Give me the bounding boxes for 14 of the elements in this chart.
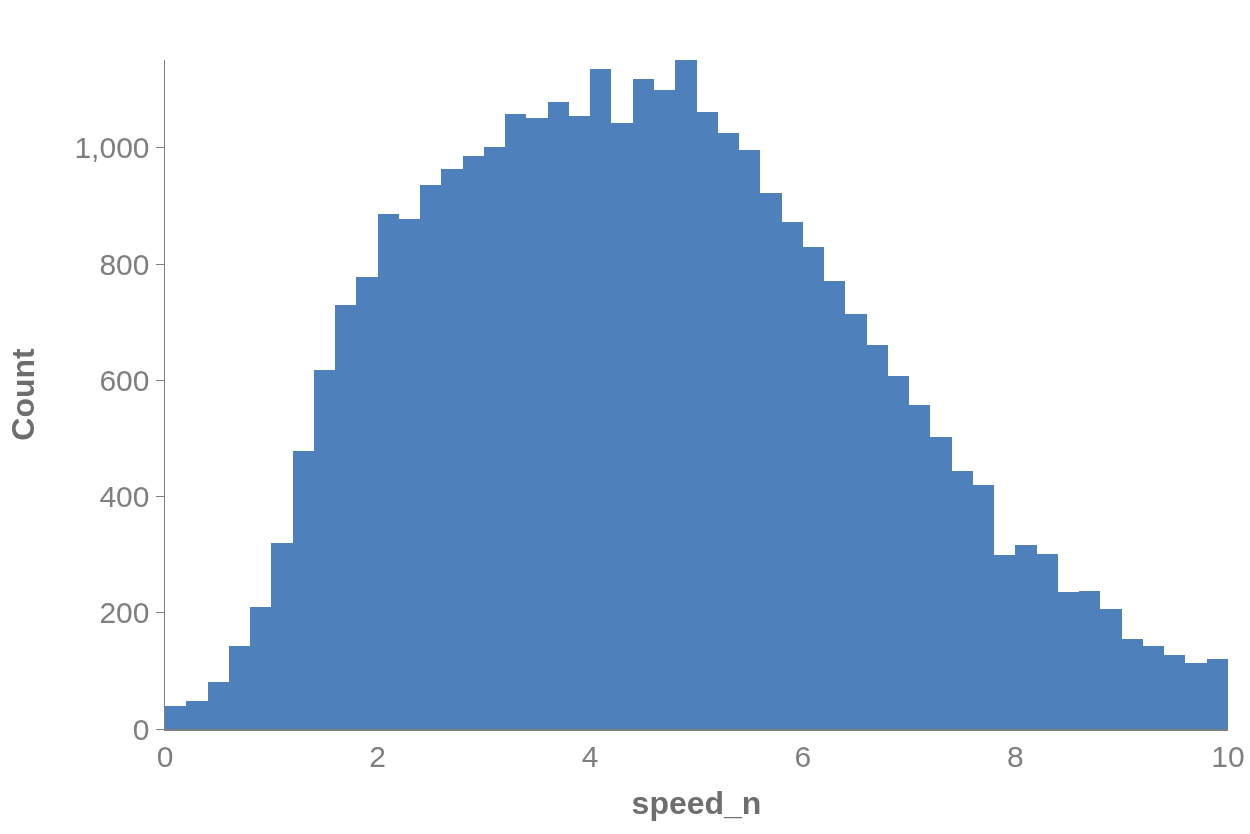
x-tick-label: 2 <box>369 739 386 773</box>
y-tick-label: 600 <box>99 363 150 397</box>
y-tick-label: 1,000 <box>74 131 150 165</box>
y-axis-title: Count <box>4 347 41 441</box>
y-tick-label: 400 <box>99 480 150 514</box>
x-tick-label: 6 <box>794 739 812 773</box>
y-tick-label: 200 <box>99 596 150 630</box>
y-tick-label: 800 <box>99 247 150 281</box>
x-tick-label: 10 <box>1211 739 1245 773</box>
x-tick-label: 4 <box>581 739 599 773</box>
x-tick-label: 8 <box>1007 739 1024 773</box>
x-tick-label: 0 <box>156 739 174 773</box>
x-axis-title: speed_n <box>631 785 762 822</box>
y-tick-label: 0 <box>132 712 150 746</box>
